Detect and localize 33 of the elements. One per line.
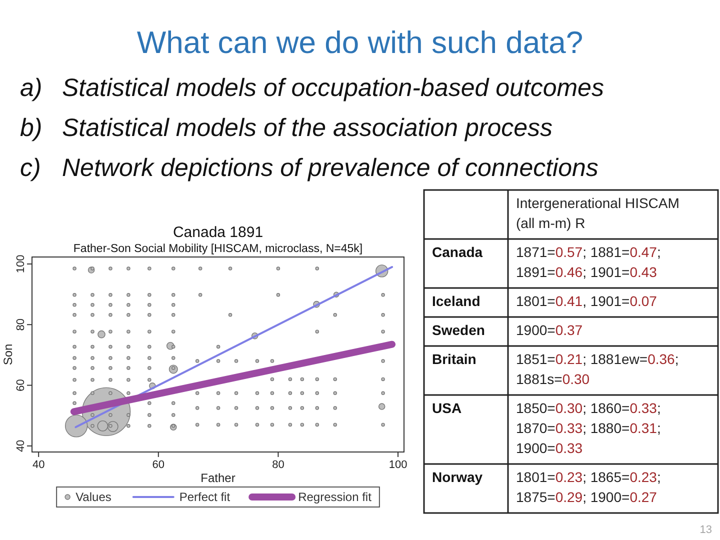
text: 1801=0.41, 1901=0.07 bbox=[516, 293, 658, 309]
category-label: USA bbox=[432, 400, 462, 416]
y-tick-label: 60 bbox=[15, 379, 27, 392]
legend-label: Values bbox=[76, 490, 112, 504]
legend-label: Regression fit bbox=[298, 490, 372, 504]
text: 13 bbox=[700, 524, 712, 536]
text: 1801=0.23; 1865=0.23; 1875=0.29; 1900=0.27 bbox=[516, 469, 661, 505]
text: b) Statistical models of the association process bbox=[20, 114, 553, 142]
category-label: Britain bbox=[432, 351, 476, 367]
y-axis-title: Son bbox=[1, 344, 15, 366]
category-label: Canada bbox=[432, 244, 483, 260]
category-label: Sweden bbox=[432, 322, 485, 338]
text: c) Network depictions of prevalence of connections bbox=[20, 154, 598, 182]
text: 1850=0.30; 1860=0.33; 1870=0.33; 1880=0.31; 1900=0.33 bbox=[516, 400, 661, 456]
x-tick-label: 60 bbox=[152, 458, 165, 471]
chart-subtitle: Father-Son Social Mobility [HISCAM, microclass, N=45k] bbox=[73, 243, 363, 255]
text: a) Statistical models of occupation-based outcomes bbox=[20, 74, 604, 102]
category-label: Norway bbox=[432, 469, 483, 485]
text: Intergenerational HISCAM (all m-m) R bbox=[516, 195, 680, 231]
legend-label: Perfect fit bbox=[179, 490, 231, 504]
y-tick-label: 100 bbox=[15, 254, 27, 274]
x-tick-label: 40 bbox=[32, 458, 45, 471]
category-label: Iceland bbox=[432, 293, 480, 309]
y-tick-label: 80 bbox=[15, 318, 27, 331]
y-tick-label: 40 bbox=[15, 440, 27, 452]
text: 1900=0.37 bbox=[516, 322, 583, 338]
chart-title: Canada 1891 bbox=[172, 224, 264, 241]
x-axis-title: Father bbox=[200, 471, 236, 485]
text: 1871=0.57; 1881=0.47; 1891=0.46; 1901=0.43 bbox=[516, 244, 661, 280]
text: 1851=0.21; 1881ew=0.36; 1881s=0.30 bbox=[516, 351, 679, 387]
x-tick-label: 80 bbox=[272, 458, 284, 471]
text: What can we do with such data? bbox=[136, 25, 584, 60]
x-tick-label: 100 bbox=[388, 458, 408, 471]
